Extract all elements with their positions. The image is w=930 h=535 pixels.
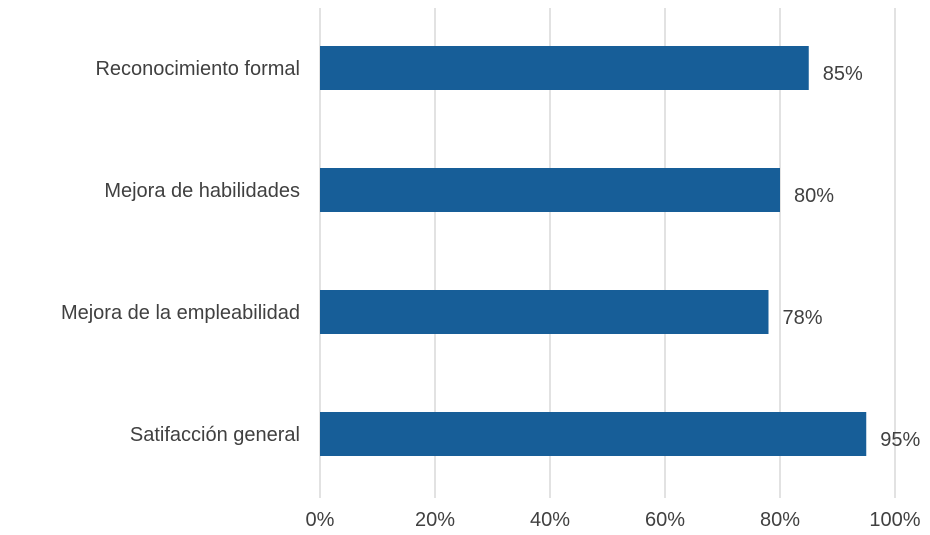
bars [320,46,867,456]
value-labels: 85% 80% 78% 95% [783,63,921,451]
category-label: Satifacción general [130,424,300,446]
x-tick-label: 80% [760,509,800,531]
x-tick-label: 100% [869,509,920,531]
bar [320,412,867,456]
x-axis-tick-labels: 0% 20% 40% 60% 80% 100% [306,509,921,531]
x-tick-label: 60% [645,509,685,531]
data-label: 85% [823,63,863,85]
bar [320,46,809,90]
x-tick-label: 20% [415,509,455,531]
category-label: Mejora de habilidades [104,180,300,202]
category-label: Reconocimiento formal [95,58,300,80]
category-label: Mejora de la empleabilidad [61,302,300,324]
bar [320,168,780,212]
x-tick-label: 40% [530,509,570,531]
x-tick-label: 0% [306,509,335,531]
category-labels: Reconocimiento formal Mejora de habilidad… [61,58,300,446]
data-label: 80% [794,185,834,207]
data-label: 95% [880,429,920,451]
data-label: 78% [783,307,823,329]
bar [320,290,769,334]
